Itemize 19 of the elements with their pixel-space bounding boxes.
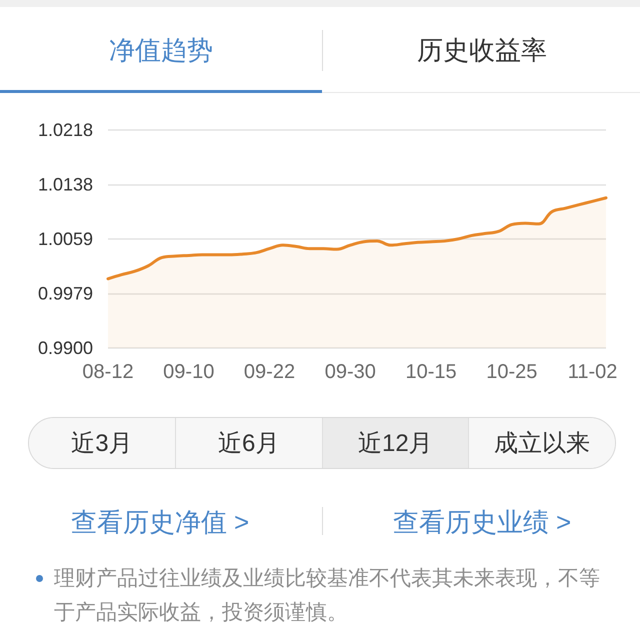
x-tick-label: 09-22 (244, 361, 296, 383)
x-tick-label: 10-25 (486, 361, 538, 383)
x-tick-label: 09-30 (324, 361, 376, 383)
y-tick-label: 1.0059 (38, 229, 93, 249)
period-button: 近12月 (322, 418, 468, 468)
chart-title: 净值趋势 (109, 35, 213, 65)
y-tick-label: 1.0218 (38, 120, 93, 140)
y-tick-label: 1.0138 (38, 174, 93, 194)
x-tick-label: 10-15 (405, 361, 457, 383)
period-button: 成立以来 (468, 418, 615, 468)
x-tick-label: 08-12 (82, 361, 134, 383)
text: 历史收益率 (417, 35, 547, 65)
x-tick-label: 09-10 (163, 361, 214, 383)
text: 查看历史业绩 > (392, 507, 572, 537)
x-tick-label: 11-02 (568, 361, 618, 383)
text: 理财产品过往业绩及业绩比较基准不代表其未来表现，不等于产品实际收益，投资须谨慎。 (54, 566, 601, 626)
text: 查看历史净值 > (70, 507, 250, 537)
y-tick-label: 0.9979 (38, 284, 93, 304)
y-tick-label: 0.9900 (38, 338, 93, 358)
